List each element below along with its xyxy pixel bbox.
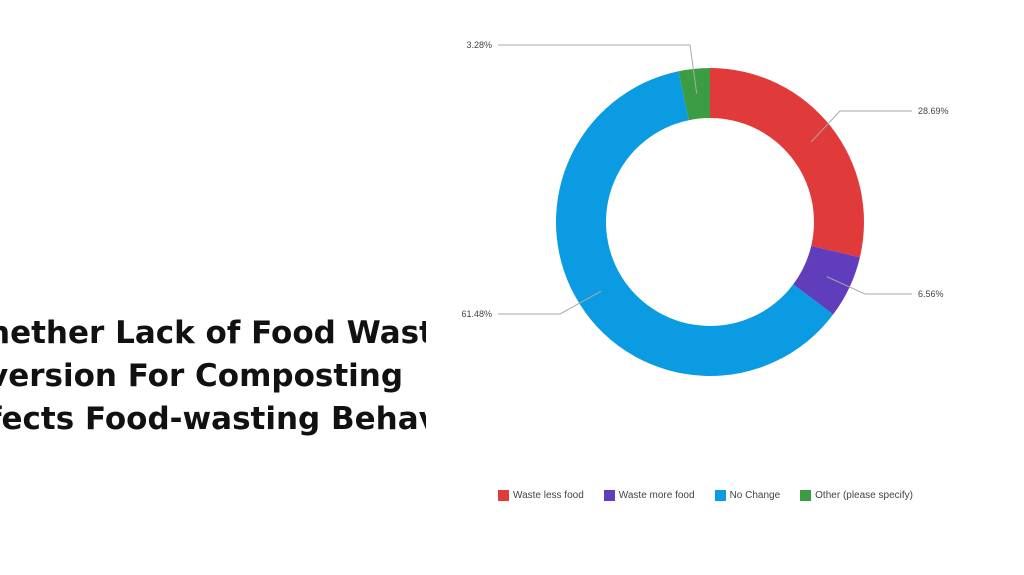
donut-slice-1[interactable] [793,245,860,315]
leader-line-1 [826,276,912,295]
donut-chart: 28.69% 6.56% 61.48% 3.28% [461,40,949,377]
legend-swatch [603,490,615,501]
slide-title-line-1: hether Lack of Food Waste [0,315,426,351]
legend-item-other[interactable]: Other (please specify) [800,490,913,501]
legend-item-no-change[interactable]: No Change [714,490,781,501]
leader-line-0 [810,110,912,143]
slice-label-0: 28.69% [918,106,949,116]
slide-title-line-3: fects Food-wasting Behav [0,401,426,437]
slice-label-3: 3.28% [466,40,492,50]
donut-slice-2[interactable] [556,71,834,377]
legend-swatch [498,490,509,501]
legend-swatch [800,490,812,501]
legend-label: No Change [729,490,781,501]
leader-line-2 [498,290,602,315]
legend-item-waste-more[interactable]: Waste more food [603,490,695,501]
legend-swatch [714,490,726,501]
slice-label-2: 61.48% [461,309,492,319]
slice-label-1: 6.56% [918,289,944,299]
slide-title-line-2: version For Composting [0,358,404,394]
legend-label: Waste less food [513,490,584,501]
donut-slice-3[interactable] [678,68,710,121]
legend-item-waste-less[interactable]: Waste less food [498,490,584,501]
legend-label: Other (please specify) [815,490,913,501]
chart-legend: Waste less food Waste more food No Chang… [498,490,933,501]
leader-line-3 [498,44,698,94]
slide-title: hether Lack of Food Waste version For Co… [0,312,426,442]
legend-label: Waste more food [618,490,695,501]
donut-slice-0[interactable] [710,68,864,258]
